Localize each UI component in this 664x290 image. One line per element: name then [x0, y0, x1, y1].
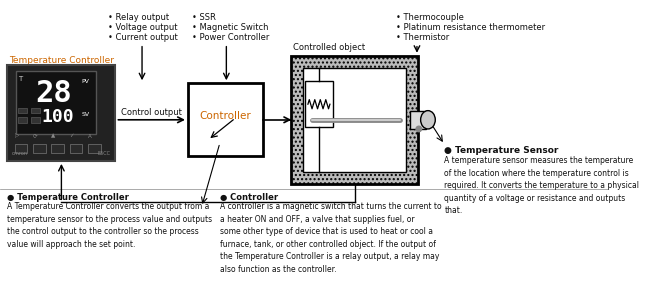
Bar: [19, 108, 27, 113]
Text: • Thermistor: • Thermistor: [396, 33, 449, 42]
Bar: [15, 71, 96, 133]
Text: A controller is a magnetic switch that turns the current to
a heater ON and OFF,: A controller is a magnetic switch that t…: [220, 202, 442, 274]
Bar: [51, 144, 64, 153]
Bar: [19, 117, 27, 123]
Bar: [31, 117, 41, 123]
Text: A Temperature Controller converts the output from a
temperature sensor to the pr: A Temperature Controller converts the ou…: [7, 202, 212, 249]
Bar: [70, 144, 82, 153]
Text: • Magnetic Switch: • Magnetic Switch: [193, 23, 269, 32]
Text: T: T: [19, 76, 23, 82]
Text: • Voltage output: • Voltage output: [108, 23, 178, 32]
Bar: [88, 144, 101, 153]
Bar: [303, 68, 406, 172]
Bar: [31, 108, 41, 113]
Text: Controlled object: Controlled object: [293, 43, 365, 52]
Text: • SSR: • SSR: [193, 12, 216, 21]
Bar: [7, 65, 116, 161]
Text: ⟳: ⟳: [33, 133, 38, 139]
Text: 100: 100: [41, 108, 74, 126]
Text: ✓: ✓: [70, 133, 74, 139]
Text: A: A: [88, 133, 92, 139]
Circle shape: [416, 126, 422, 132]
Bar: [15, 144, 27, 153]
Ellipse shape: [420, 110, 436, 129]
Text: A temperature sensor measures the temperature
of the location where the temperat: A temperature sensor measures the temper…: [444, 156, 639, 215]
Text: • Relay output: • Relay output: [108, 12, 169, 21]
Text: • Current output: • Current output: [108, 33, 178, 42]
Bar: [33, 144, 46, 153]
Text: ● Temperature Sensor: ● Temperature Sensor: [444, 146, 559, 155]
Text: PV: PV: [82, 79, 90, 84]
Text: ● Controller: ● Controller: [220, 193, 278, 202]
Text: SV: SV: [82, 112, 90, 117]
Text: ▲: ▲: [51, 133, 56, 139]
Text: 28: 28: [36, 79, 72, 108]
Text: E5CC: E5CC: [98, 151, 111, 156]
Bar: [291, 56, 418, 184]
Text: Controller: Controller: [200, 110, 251, 121]
Text: • Thermocouple: • Thermocouple: [396, 12, 463, 21]
Bar: [188, 83, 263, 156]
Bar: [305, 81, 333, 127]
Text: Temperature Controller: Temperature Controller: [9, 56, 114, 65]
Text: ● Temperature Controller: ● Temperature Controller: [7, 193, 129, 202]
Text: • Power Controller: • Power Controller: [193, 33, 270, 42]
Text: ▷: ▷: [15, 133, 19, 139]
Text: omron: omron: [12, 151, 28, 156]
Text: Control output: Control output: [122, 108, 182, 117]
Bar: [15, 71, 96, 133]
Bar: [410, 110, 426, 129]
Text: • Platinum resistance thermometer: • Platinum resistance thermometer: [396, 23, 545, 32]
